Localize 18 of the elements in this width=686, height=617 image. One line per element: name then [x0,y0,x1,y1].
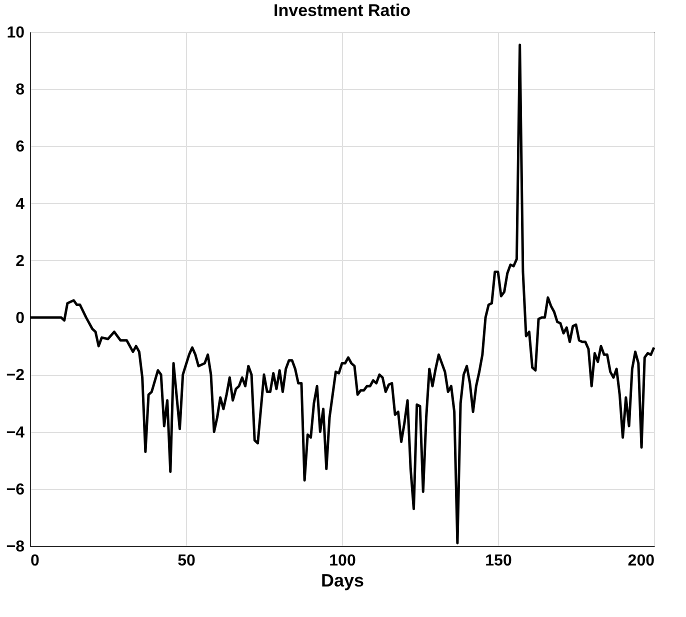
chart-title: Investment Ratio [274,1,410,20]
x-tick-label: 150 [485,552,512,570]
y-tick-label: 2 [16,252,25,270]
y-tick-label: −2 [6,367,25,384]
y-tick-label: 0 [16,310,25,328]
y-tick-label: 4 [16,196,25,213]
line-series [28,44,656,544]
y-tick-label: −8 [6,538,25,556]
x-tick-label: 200 [628,552,655,570]
y-tick-label: 8 [16,82,25,99]
x-tick-label: 0 [30,552,40,570]
y-tick-label: −6 [6,481,25,498]
y-tick-label: 10 [6,24,25,42]
y-tick-label: 6 [16,138,25,156]
y-tick-label: −4 [6,424,25,442]
x-tick-label: 100 [329,552,356,570]
x-tick-label: 50 [178,552,196,570]
x-axis-title: Days [320,570,364,590]
